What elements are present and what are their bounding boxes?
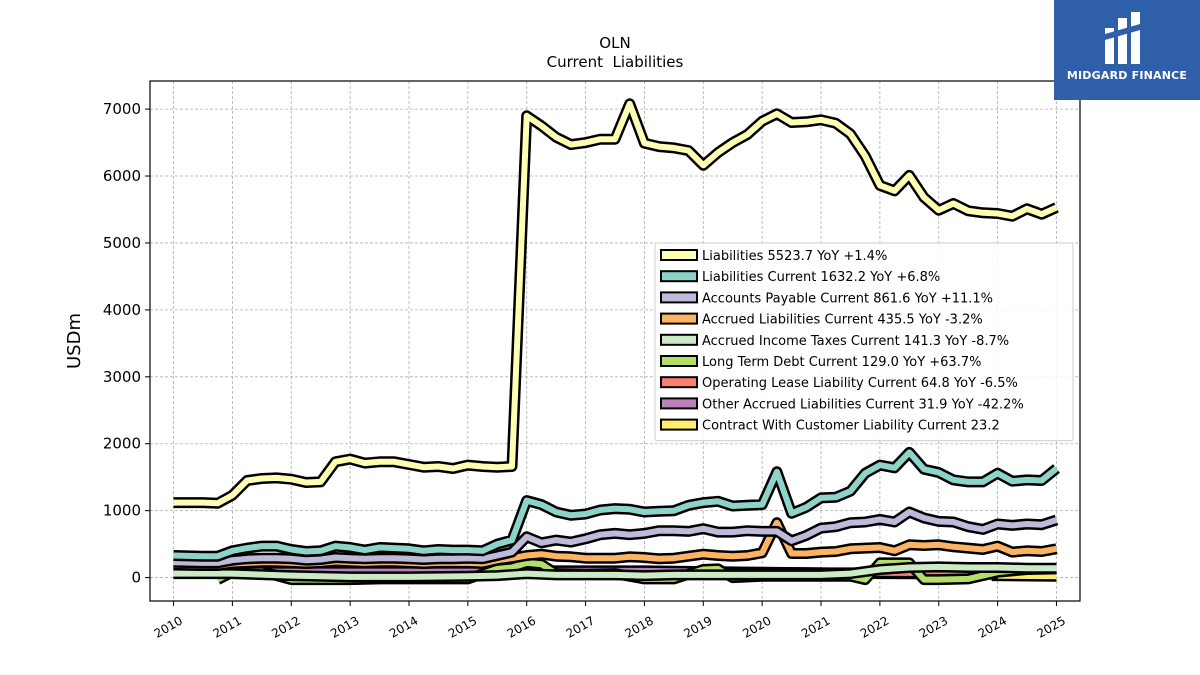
legend-swatch xyxy=(660,355,698,367)
brand-name: MIDGARD FINANCE xyxy=(1066,69,1188,82)
x-tick-label: 2021 xyxy=(799,613,832,640)
series-line xyxy=(173,449,1059,560)
chart-title: OLN xyxy=(599,34,630,52)
x-tick-label: 2012 xyxy=(269,613,302,640)
legend-label: Accrued Income Taxes Current 141.3 YoY -… xyxy=(702,334,1009,349)
y-tick-label: 4000 xyxy=(103,301,141,319)
x-tick-label: 2015 xyxy=(446,613,479,640)
x-tick-label: 2024 xyxy=(976,613,1009,640)
x-tick-label: 2025 xyxy=(1035,613,1068,640)
x-tick-label: 2019 xyxy=(681,613,714,640)
legend-label: Accrued Liabilities Current 435.5 YoY -3… xyxy=(702,313,983,328)
x-tick-label: 2017 xyxy=(564,613,597,640)
x-tick-label: 2010 xyxy=(152,613,185,640)
legend-label: Long Term Debt Current 129.0 YoY +63.7% xyxy=(702,355,981,370)
legend-swatch xyxy=(660,418,698,431)
y-tick-label: 3000 xyxy=(103,368,141,386)
legend-label: Accounts Payable Current 861.6 YoY +11.1… xyxy=(702,291,993,306)
legend: Liabilities 5523.7 YoY +1.4% Liabilities … xyxy=(654,242,1074,442)
brand-logo: MIDGARD FINANCE xyxy=(1054,0,1200,100)
legend-swatch xyxy=(660,249,698,261)
x-tick-label: 2022 xyxy=(858,613,891,640)
y-tick-label: 5000 xyxy=(103,234,141,252)
series-line xyxy=(173,509,1058,566)
series-group xyxy=(173,98,1060,586)
x-tick-label: 2011 xyxy=(210,613,243,640)
grid xyxy=(150,81,1080,601)
x-tick-label: 2018 xyxy=(622,613,655,640)
x-tick-label: 2014 xyxy=(387,613,420,640)
y-tick-label: 7000 xyxy=(103,100,141,118)
x-tick-label: 2013 xyxy=(328,613,361,640)
legend-swatch xyxy=(660,397,698,410)
y-tick-label: 1000 xyxy=(103,502,141,520)
series-line xyxy=(173,100,1058,507)
y-axis-label: USDm xyxy=(64,313,85,369)
legend-swatch xyxy=(660,312,698,325)
legend-label: Operating Lease Liability Current 64.8 Y… xyxy=(702,376,1018,391)
legend-label: Liabilities Current 1632.2 YoY +6.8% xyxy=(702,270,940,285)
legend-swatch xyxy=(660,291,698,304)
legend-swatch xyxy=(660,376,698,389)
legend-label: Other Accrued Liabilities Current 31.9 Y… xyxy=(702,397,1024,412)
legend-label: Contract With Customer Liability Current… xyxy=(702,419,1000,434)
legend-label: Liabilities 5523.7 YoY +1.4% xyxy=(702,249,887,264)
legend-swatch xyxy=(660,333,698,346)
x-tick-label: 2016 xyxy=(505,613,538,640)
series-line xyxy=(173,563,1057,580)
x-tick-label: 2023 xyxy=(917,613,950,640)
logo-icon xyxy=(1105,12,1140,64)
y-tick-label: 2000 xyxy=(103,435,141,453)
x-tick-label: 2020 xyxy=(740,613,773,640)
plot-frame xyxy=(149,80,1081,602)
legend-box xyxy=(654,242,1074,442)
chart-subtitle: Current Liabilities xyxy=(547,53,684,71)
legend-swatch xyxy=(660,270,698,283)
y-tick-label: 6000 xyxy=(103,167,141,185)
y-tick-label: 0 xyxy=(131,569,141,587)
